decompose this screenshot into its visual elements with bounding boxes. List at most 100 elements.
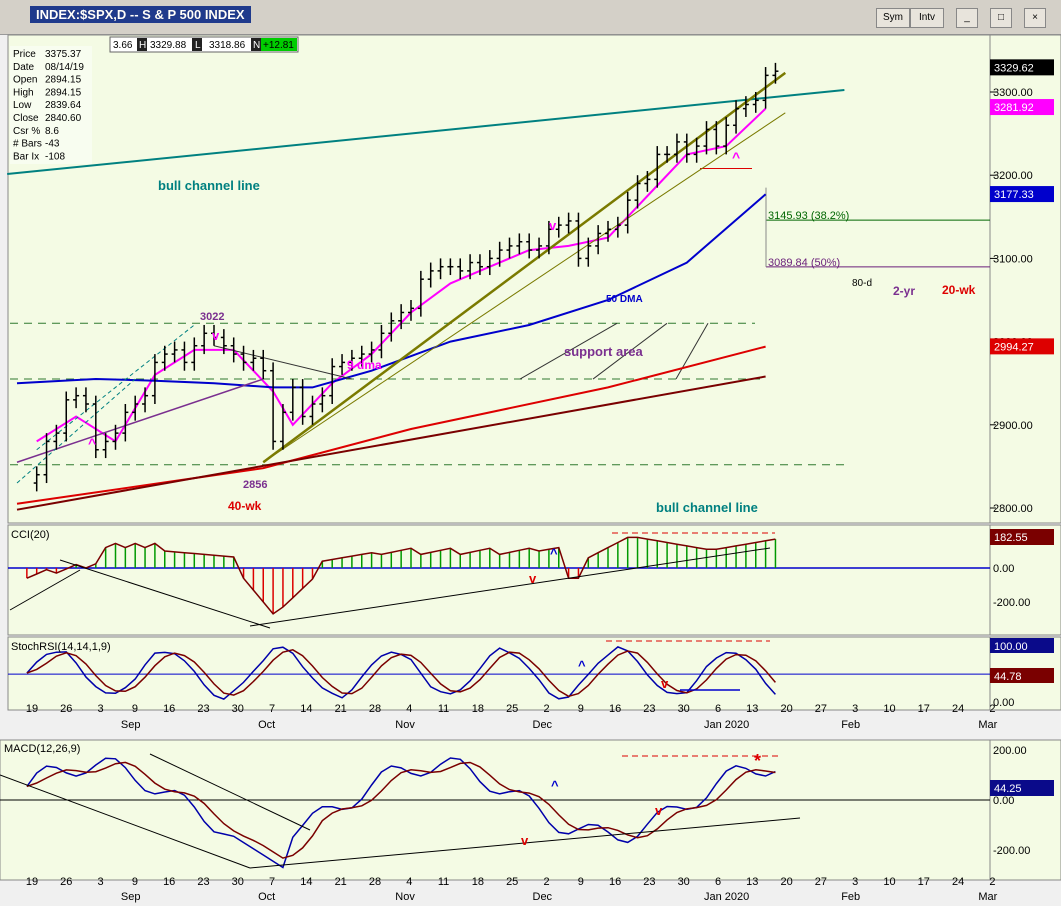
bull-channel-line bbox=[7, 89, 845, 175]
label-80d: 80-d bbox=[852, 278, 872, 289]
caret-mark-jan: ^ bbox=[732, 149, 740, 165]
stoch-tick-label: 0.00 bbox=[993, 697, 1014, 709]
macd-caret-mark: ^ bbox=[551, 778, 559, 793]
info-value: 08/14/19 bbox=[45, 62, 84, 73]
info-value: 2894.15 bbox=[45, 75, 82, 86]
macd-signal-line bbox=[26, 761, 776, 859]
price-badge bbox=[990, 338, 1054, 355]
symbol-button[interactable]: Sym bbox=[876, 8, 910, 28]
title-bar: INDEX:$SPX,D -- S & P 500 INDEX Sym Intv… bbox=[0, 0, 1061, 35]
bull-channel-label-top: bull channel line bbox=[158, 178, 260, 193]
date-tick-label: 21 bbox=[335, 876, 347, 888]
ohlc-high-label: H bbox=[139, 40, 146, 51]
info-value: 2840.60 bbox=[45, 113, 82, 124]
info-box bbox=[10, 46, 92, 164]
date-tick-label: 23 bbox=[197, 876, 209, 888]
ohlc-net-value: +12.81 bbox=[263, 40, 294, 51]
price-badge-label: 3177.33 bbox=[994, 189, 1034, 201]
fib-382-label: 3145.93 (38.2%) bbox=[768, 210, 849, 222]
label-20wk: 20-wk bbox=[942, 283, 976, 297]
date-tick-label: 21 bbox=[335, 703, 347, 715]
date-tick-label: 16 bbox=[609, 703, 621, 715]
price-badge bbox=[990, 99, 1054, 116]
date-tick-label: 3 bbox=[852, 703, 858, 715]
macd-badge bbox=[990, 780, 1054, 796]
info-label: Close bbox=[13, 113, 39, 124]
aug-channel-upper bbox=[36, 324, 195, 451]
date-tick-label: 30 bbox=[232, 876, 244, 888]
month-label: Mar bbox=[978, 719, 997, 731]
macd-title: MACD(12,26,9) bbox=[4, 743, 80, 755]
date-tick-label: 9 bbox=[578, 703, 584, 715]
cci-trendline bbox=[9, 569, 81, 611]
date-tick-label: 10 bbox=[883, 703, 895, 715]
info-label: Low bbox=[13, 100, 32, 111]
date-tick-label: 19 bbox=[26, 876, 38, 888]
interval-button[interactable]: Intv bbox=[910, 8, 944, 28]
cci-tick-label: -200.00 bbox=[993, 597, 1030, 609]
date-tick-label: 23 bbox=[197, 703, 209, 715]
macd-trendline bbox=[0, 774, 251, 869]
close-icon[interactable]: × bbox=[1024, 8, 1046, 28]
month-label: Dec bbox=[533, 719, 553, 731]
window-title: INDEX:$SPX,D -- S & P 500 INDEX bbox=[30, 6, 251, 23]
label-2856: 2856 bbox=[243, 479, 267, 491]
price-badge-label: 3329.62 bbox=[994, 62, 1034, 74]
date-tick-label: 7 bbox=[269, 703, 275, 715]
restore-icon[interactable]: □ bbox=[990, 8, 1012, 28]
date-tick-label: 4 bbox=[406, 703, 412, 715]
v-mark-3022: v bbox=[212, 328, 220, 343]
date-tick-label: 6 bbox=[715, 876, 721, 888]
ohlc-low-value: 3318.86 bbox=[209, 40, 246, 51]
cci-badge-label: 182.55 bbox=[994, 532, 1028, 544]
date-tick-label: 4 bbox=[406, 876, 412, 888]
info-value: -43 bbox=[45, 139, 60, 150]
date-tick-label: 19 bbox=[26, 703, 38, 715]
cci-line bbox=[26, 536, 776, 615]
date-tick-label: 18 bbox=[472, 876, 484, 888]
stoch-badge-blue bbox=[990, 638, 1054, 653]
v-mark-nov: v bbox=[549, 218, 557, 233]
month-label: Mar bbox=[978, 891, 997, 903]
macd-tick-label: -200.00 bbox=[993, 845, 1030, 857]
ma-line-50-dma bbox=[16, 193, 767, 389]
month-label: Jan 2020 bbox=[704, 719, 749, 731]
price-tick-label: 3200.00 bbox=[993, 170, 1033, 182]
stoch-badge-red bbox=[990, 668, 1054, 683]
date-tick-label: 2 bbox=[989, 876, 995, 888]
date-tick-label: 2 bbox=[543, 876, 549, 888]
month-label: Nov bbox=[395, 719, 415, 731]
minimize-icon[interactable]: _ bbox=[956, 8, 978, 28]
price-axis-panel bbox=[989, 34, 1061, 524]
date-tick-label: 13 bbox=[746, 703, 758, 715]
price-badge bbox=[990, 186, 1054, 203]
date-tick-label: 16 bbox=[163, 703, 175, 715]
date-tick-label: 9 bbox=[132, 876, 138, 888]
date-tick-label: 25 bbox=[506, 703, 518, 715]
date-tick-label: 30 bbox=[678, 703, 690, 715]
support-hatch bbox=[592, 322, 668, 380]
purple-trendline bbox=[16, 378, 264, 463]
date-tick-label: 17 bbox=[918, 876, 930, 888]
olive-trendline-thin bbox=[262, 112, 786, 463]
date-tick-label: 2 bbox=[543, 703, 549, 715]
caret-mark-aug: ^ bbox=[88, 435, 96, 451]
stoch-title: StochRSI(14,14,1,9) bbox=[11, 641, 111, 653]
month-label: Jan 2020 bbox=[704, 891, 749, 903]
macd-trendline bbox=[149, 753, 311, 831]
date-tick-label: 3 bbox=[98, 703, 104, 715]
ohlc-open-value: 3.66 bbox=[113, 40, 133, 51]
olive-trendline bbox=[262, 71, 787, 464]
aug-channel-lower bbox=[16, 378, 136, 484]
macd-trendline bbox=[249, 817, 801, 869]
date-tick-label: 9 bbox=[132, 703, 138, 715]
date-tick-label: 13 bbox=[746, 876, 758, 888]
date-tick-label: 28 bbox=[369, 703, 381, 715]
month-label: Dec bbox=[533, 891, 553, 903]
macd-badge-label: 44.25 bbox=[994, 783, 1022, 795]
date-tick-label: 23 bbox=[643, 876, 655, 888]
date-tick-label: 28 bbox=[369, 876, 381, 888]
price-badge-label: 3281.92 bbox=[994, 102, 1034, 114]
macd-star-mark: * bbox=[754, 751, 761, 771]
